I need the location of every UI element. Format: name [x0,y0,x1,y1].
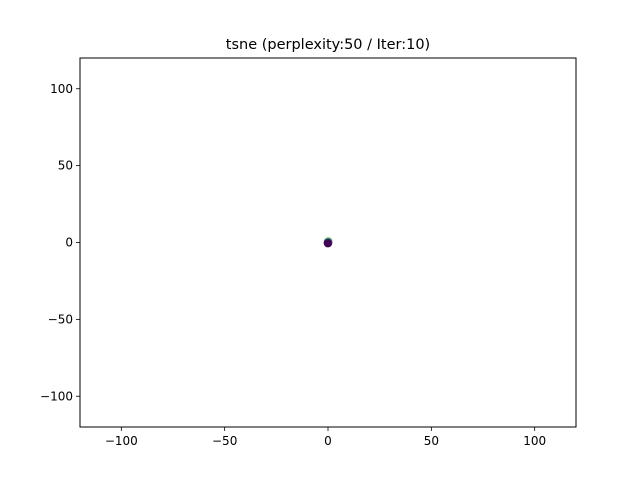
x-axis: −100 −50 0 50 100 [105,427,546,448]
data-points [323,237,333,248]
y-tick-label: −100 [40,389,73,403]
x-tick-label: 50 [424,434,439,448]
data-point [323,239,332,248]
x-tick-label: 100 [523,434,546,448]
x-tick-label: 0 [324,434,332,448]
y-tick-label: 100 [50,82,73,96]
x-tick-label: −100 [105,434,138,448]
y-tick-label: −50 [48,312,73,326]
y-axis: −100 −50 0 50 100 [40,82,80,403]
y-tick-label: 0 [65,236,73,250]
y-tick-label: 50 [58,159,73,173]
chart-title: tsne (perplexity:50 / Iter:10) [226,37,430,53]
x-tick-label: −50 [212,434,237,448]
